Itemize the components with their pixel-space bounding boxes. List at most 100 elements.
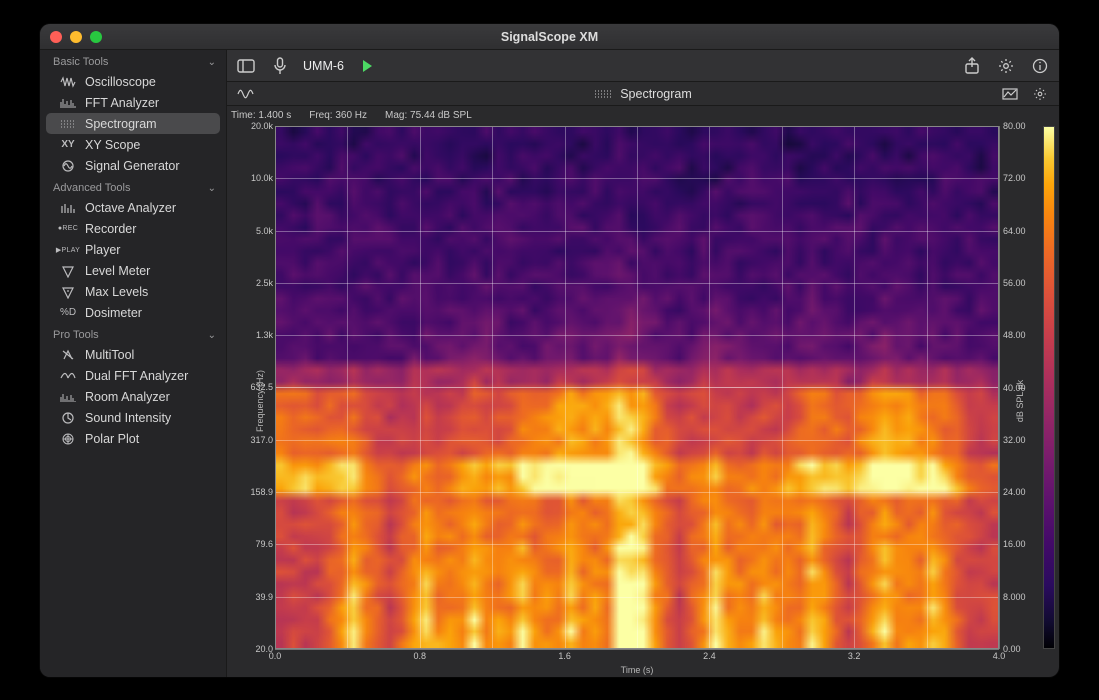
sidebar-section-header[interactable]: Advanced Tools ⌄ — [40, 176, 226, 197]
minimize-window-button[interactable] — [70, 31, 82, 43]
dualfft-icon — [60, 369, 76, 383]
rec-icon: ●REC — [60, 222, 76, 236]
sidebar-icon — [237, 59, 255, 73]
share-button[interactable] — [961, 55, 983, 77]
y-tick: 5.0k — [256, 226, 273, 236]
colorbar-tick: 64.00 — [1003, 226, 1026, 236]
microphone-icon — [273, 57, 287, 75]
section-label: Advanced Tools — [53, 182, 130, 194]
sidebar-item-dual-fft-analyzer[interactable]: Dual FFT Analyzer — [46, 365, 220, 386]
y-tick: 39.9 — [255, 592, 273, 602]
readout-time: Time: 1.400 s — [231, 110, 291, 121]
main-toolbar: UMM-6 — [227, 50, 1059, 82]
titlebar: SignalScope XM — [40, 24, 1059, 50]
x-axis-label: Time (s) — [275, 665, 999, 675]
room-icon — [60, 390, 76, 404]
spectrogram-canvas[interactable] — [275, 126, 999, 649]
sidebar-section-header[interactable]: Pro Tools⌄ — [40, 323, 226, 344]
sidebar-item-recorder[interactable]: ●REC Recorder — [46, 218, 220, 239]
sidebar-item-label: MultiTool — [85, 348, 134, 362]
x-tick: 3.2 — [848, 651, 861, 661]
input-device-label[interactable]: UMM-6 — [303, 59, 344, 73]
chevron-down-icon: ⌄ — [208, 183, 216, 194]
spectrogram-icon — [594, 88, 612, 100]
octave-icon — [60, 201, 76, 215]
sidebar-item-spectrogram[interactable]: Spectrogram — [46, 113, 220, 134]
x-tick: 1.6 — [558, 651, 571, 661]
sidebar-item-room-analyzer[interactable]: Room Analyzer — [46, 386, 220, 407]
y-tick: 1.3k — [256, 330, 273, 340]
siggen-icon — [60, 159, 76, 173]
tool-title: Spectrogram — [620, 87, 692, 101]
dosi-icon: %D — [60, 306, 76, 320]
sidebar-item-fft-analyzer[interactable]: FFT Analyzer — [46, 92, 220, 113]
sidebar-item-label: Dual FFT Analyzer — [85, 369, 188, 383]
y-tick: 79.6 — [255, 539, 273, 549]
input-device-button[interactable] — [269, 55, 291, 77]
colorbar-tick: 72.00 — [1003, 173, 1026, 183]
y-axis-label: Frequency (Hz) — [255, 369, 265, 431]
sidebar-item-label: Oscilloscope — [85, 75, 156, 89]
sidebar-item-label: Level Meter — [85, 264, 150, 278]
x-tick: 0.8 — [414, 651, 427, 661]
sidebar-item-dosimeter[interactable]: %D Dosimeter — [46, 302, 220, 323]
settings-button[interactable] — [995, 55, 1017, 77]
gear-icon — [997, 57, 1015, 75]
colorbar-tick: 40.00 — [1003, 383, 1026, 393]
chart-icon — [1002, 88, 1018, 100]
colorbar-tick: 0.00 — [1003, 644, 1021, 654]
sidebar-item-player[interactable]: ▶PLAYPlayer — [46, 239, 220, 260]
sidebar-item-label: Player — [85, 243, 120, 257]
colorbar-tick: 80.00 — [1003, 121, 1026, 131]
sidebar-item-polar-plot[interactable]: Polar Plot — [46, 428, 220, 449]
sidebar-item-label: Spectrogram — [85, 117, 157, 131]
sidebar-item-signal-generator[interactable]: Signal Generator — [46, 155, 220, 176]
sidebar-item-octave-analyzer[interactable]: Octave Analyzer — [46, 197, 220, 218]
sidebar-item-label: FFT Analyzer — [85, 96, 159, 110]
info-button[interactable] — [1029, 55, 1051, 77]
cursor-readout: Time: 1.400 s Freq: 360 Hz Mag: 75.44 dB… — [227, 106, 1059, 124]
osc-icon — [60, 75, 76, 89]
section-label: Basic Tools — [53, 56, 108, 68]
sidebar-item-label: Polar Plot — [85, 432, 139, 446]
tool-settings-button[interactable] — [1029, 83, 1051, 105]
y-tick: 632.5 — [250, 382, 273, 392]
sidebar-item-level-meter[interactable]: Level Meter — [46, 260, 220, 281]
sidebar-section-header[interactable]: Basic Tools⌄ — [40, 50, 226, 71]
polar-icon — [60, 432, 76, 446]
x-tick: 2.4 — [703, 651, 716, 661]
window-controls — [50, 31, 102, 43]
sidebar-item-max-levels[interactable]: Max Levels — [46, 281, 220, 302]
sidebar-item-oscilloscope[interactable]: Oscilloscope — [46, 71, 220, 92]
spectro-icon — [60, 117, 76, 131]
play-icon — [360, 59, 374, 73]
intensity-icon — [60, 411, 76, 425]
y-tick: 2.5k — [256, 278, 273, 288]
y-tick: 317.0 — [250, 435, 273, 445]
sidebar-item-label: Dosimeter — [85, 306, 142, 320]
sidebar-item-label: Sound Intensity — [85, 411, 171, 425]
close-window-button[interactable] — [50, 31, 62, 43]
colorbar-tick: 56.00 — [1003, 278, 1026, 288]
colorbar-axis: dB SPL pk 0.008.00016.0024.0032.0040.004… — [999, 124, 1039, 677]
signal-type-button[interactable] — [235, 83, 257, 105]
colorbar-tick: 48.00 — [1003, 330, 1026, 340]
y-axis: Frequency (Hz) 20.039.979.6158.9317.0632… — [227, 124, 275, 677]
sidebar-item-label: Room Analyzer — [85, 390, 170, 404]
colorbar-tick: 24.00 — [1003, 487, 1026, 497]
toggle-sidebar-button[interactable] — [235, 55, 257, 77]
xy-icon: XY — [60, 138, 76, 152]
fft-icon — [60, 96, 76, 110]
play-button[interactable] — [356, 55, 378, 77]
app-window: SignalScope XM Basic Tools⌄OscilloscopeF… — [40, 24, 1059, 677]
sidebar-item-multitool[interactable]: MultiTool — [46, 344, 220, 365]
display-mode-button[interactable] — [999, 83, 1021, 105]
y-tick: 10.0k — [251, 173, 273, 183]
sidebar: Basic Tools⌄OscilloscopeFFT AnalyzerSpec… — [40, 50, 227, 677]
sidebar-item-sound-intensity[interactable]: Sound Intensity — [46, 407, 220, 428]
sidebar-item-label: Recorder — [85, 222, 136, 236]
x-axis: Time (s) 0.00.81.62.43.24.0 — [275, 649, 999, 677]
sidebar-item-xy-scope[interactable]: XYXY Scope — [46, 134, 220, 155]
y-tick: 20.0k — [251, 121, 273, 131]
zoom-window-button[interactable] — [90, 31, 102, 43]
